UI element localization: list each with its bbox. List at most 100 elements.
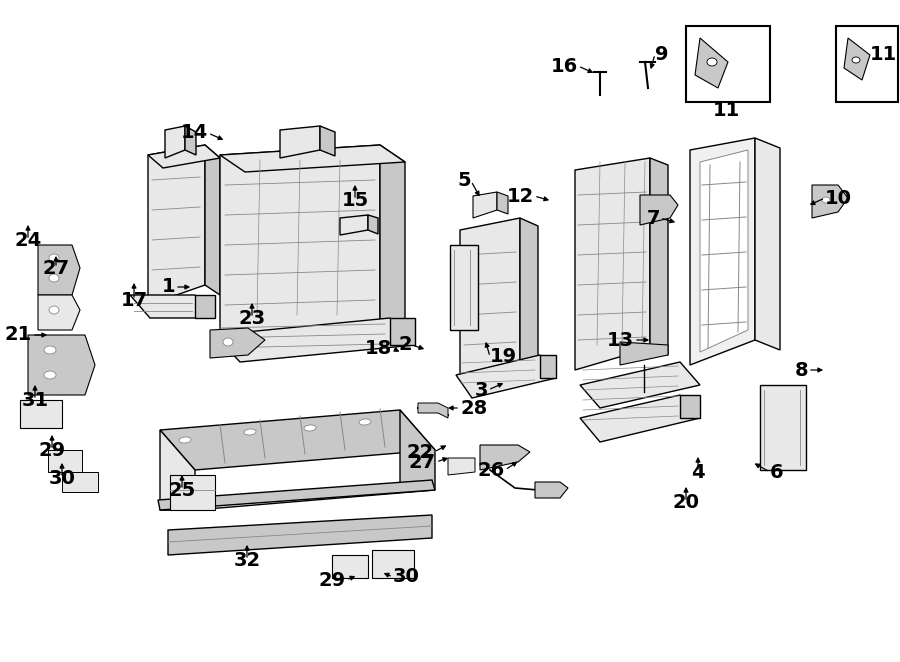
Polygon shape: [368, 215, 378, 234]
Text: 2: 2: [399, 336, 412, 354]
Text: 19: 19: [490, 348, 518, 367]
Text: 32: 32: [233, 551, 261, 569]
Polygon shape: [160, 490, 435, 510]
Text: 28: 28: [460, 399, 487, 418]
Text: 27: 27: [42, 258, 69, 277]
Text: 20: 20: [672, 493, 699, 512]
Polygon shape: [220, 145, 405, 172]
Polygon shape: [540, 355, 556, 378]
Polygon shape: [456, 355, 556, 398]
Ellipse shape: [707, 58, 717, 66]
Text: 6: 6: [770, 463, 784, 481]
Polygon shape: [844, 38, 870, 80]
Polygon shape: [280, 126, 320, 158]
Polygon shape: [812, 185, 848, 218]
Text: 27: 27: [409, 453, 436, 471]
Polygon shape: [372, 550, 414, 578]
Text: 4: 4: [691, 463, 705, 481]
Polygon shape: [165, 126, 185, 158]
Polygon shape: [760, 385, 806, 470]
Text: 12: 12: [507, 187, 534, 205]
Text: 29: 29: [39, 440, 66, 459]
Polygon shape: [160, 410, 435, 470]
Polygon shape: [380, 145, 405, 335]
Text: 26: 26: [478, 461, 505, 479]
Ellipse shape: [223, 338, 233, 346]
Text: 13: 13: [607, 330, 634, 350]
Ellipse shape: [852, 57, 860, 63]
Ellipse shape: [44, 346, 56, 354]
Text: 11: 11: [870, 44, 897, 64]
Polygon shape: [148, 145, 205, 305]
Ellipse shape: [44, 371, 56, 379]
Polygon shape: [650, 158, 668, 355]
Polygon shape: [148, 145, 220, 168]
Polygon shape: [418, 403, 448, 418]
Polygon shape: [170, 475, 215, 510]
Polygon shape: [220, 145, 380, 340]
Polygon shape: [130, 295, 215, 318]
Polygon shape: [205, 145, 220, 295]
Text: 16: 16: [551, 56, 578, 75]
Polygon shape: [460, 218, 520, 380]
Text: 31: 31: [22, 391, 49, 410]
Ellipse shape: [304, 425, 316, 431]
Polygon shape: [448, 458, 475, 475]
Polygon shape: [480, 445, 530, 470]
Text: 10: 10: [825, 189, 852, 207]
Polygon shape: [28, 335, 95, 395]
Polygon shape: [700, 150, 748, 352]
Polygon shape: [332, 555, 368, 578]
Text: 8: 8: [795, 361, 808, 379]
Text: 25: 25: [168, 481, 195, 500]
Polygon shape: [535, 482, 568, 498]
Ellipse shape: [49, 274, 59, 282]
Text: 30: 30: [393, 567, 420, 587]
FancyBboxPatch shape: [836, 26, 898, 102]
Text: 9: 9: [655, 44, 669, 64]
Polygon shape: [38, 245, 80, 295]
Ellipse shape: [822, 197, 830, 203]
Polygon shape: [62, 472, 98, 492]
Polygon shape: [390, 318, 415, 345]
Text: 23: 23: [238, 308, 266, 328]
Polygon shape: [520, 218, 538, 368]
Polygon shape: [158, 480, 435, 510]
Polygon shape: [497, 192, 508, 214]
Polygon shape: [400, 410, 435, 490]
Polygon shape: [680, 395, 700, 418]
Text: 17: 17: [121, 291, 148, 310]
Polygon shape: [473, 192, 497, 218]
Text: 30: 30: [49, 469, 76, 487]
Ellipse shape: [179, 437, 191, 443]
Text: 5: 5: [457, 171, 471, 191]
Polygon shape: [20, 400, 62, 428]
Polygon shape: [450, 245, 478, 330]
Polygon shape: [160, 430, 195, 510]
Polygon shape: [210, 328, 265, 358]
Polygon shape: [580, 395, 700, 442]
Polygon shape: [195, 295, 215, 318]
Polygon shape: [168, 515, 432, 555]
Polygon shape: [185, 126, 196, 155]
Text: 29: 29: [319, 571, 346, 589]
Polygon shape: [575, 158, 650, 370]
Text: 1: 1: [161, 277, 175, 297]
Ellipse shape: [359, 419, 371, 425]
Polygon shape: [620, 342, 668, 365]
Text: 24: 24: [14, 230, 41, 250]
Ellipse shape: [244, 429, 256, 435]
Polygon shape: [695, 38, 728, 88]
Polygon shape: [755, 138, 780, 350]
Polygon shape: [48, 450, 82, 472]
Polygon shape: [690, 138, 755, 365]
Polygon shape: [580, 362, 700, 408]
Polygon shape: [320, 126, 335, 156]
FancyBboxPatch shape: [686, 26, 770, 102]
Text: 15: 15: [341, 191, 369, 209]
Text: 18: 18: [364, 338, 392, 357]
Polygon shape: [215, 318, 415, 362]
Text: 3: 3: [474, 381, 488, 399]
Polygon shape: [340, 215, 368, 235]
Text: 14: 14: [181, 124, 208, 142]
